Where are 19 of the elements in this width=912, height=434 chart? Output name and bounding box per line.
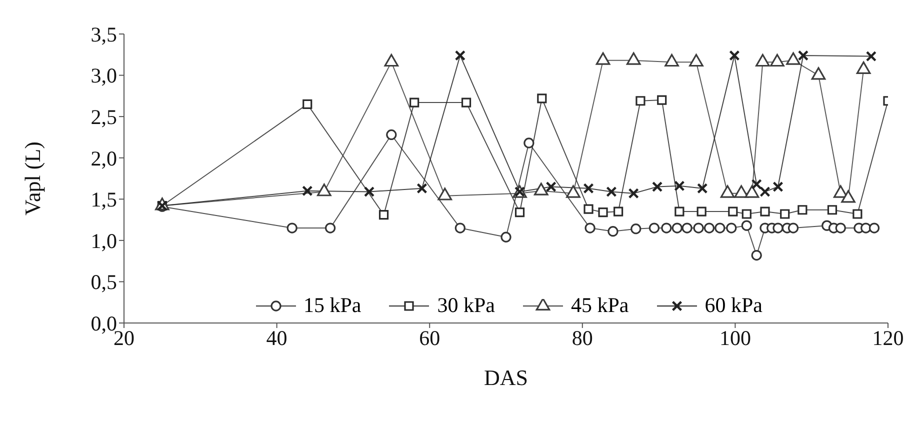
y-tick-label: 1,0 bbox=[90, 228, 117, 253]
x-tick-label: 40 bbox=[266, 326, 288, 350]
legend-label: 15 kPa bbox=[304, 293, 362, 318]
y-tick-label: 3,0 bbox=[90, 64, 117, 88]
y-tick-label: 0,5 bbox=[90, 270, 117, 294]
x-tick-label: 120 bbox=[872, 326, 904, 350]
legend-label: 45 kPa bbox=[571, 293, 629, 318]
y-tick-label: 3,5 bbox=[90, 22, 117, 46]
legend-label: 30 kPa bbox=[437, 293, 495, 318]
x-tick-label: 80 bbox=[572, 326, 593, 350]
y-tick-label: 2,5 bbox=[90, 105, 117, 130]
x-tick-label: 100 bbox=[719, 326, 751, 350]
x-tick-label: 60 bbox=[419, 326, 440, 350]
legend-label: 60 kPa bbox=[704, 293, 762, 318]
x-axis-title: DAS bbox=[484, 365, 528, 390]
y-tick-label: 0,0 bbox=[90, 311, 117, 336]
y-axis-title: Vapl (L) bbox=[20, 142, 45, 216]
y-tick-label: 1,5 bbox=[90, 188, 117, 212]
y-tick-label: 2,0 bbox=[90, 146, 117, 170]
